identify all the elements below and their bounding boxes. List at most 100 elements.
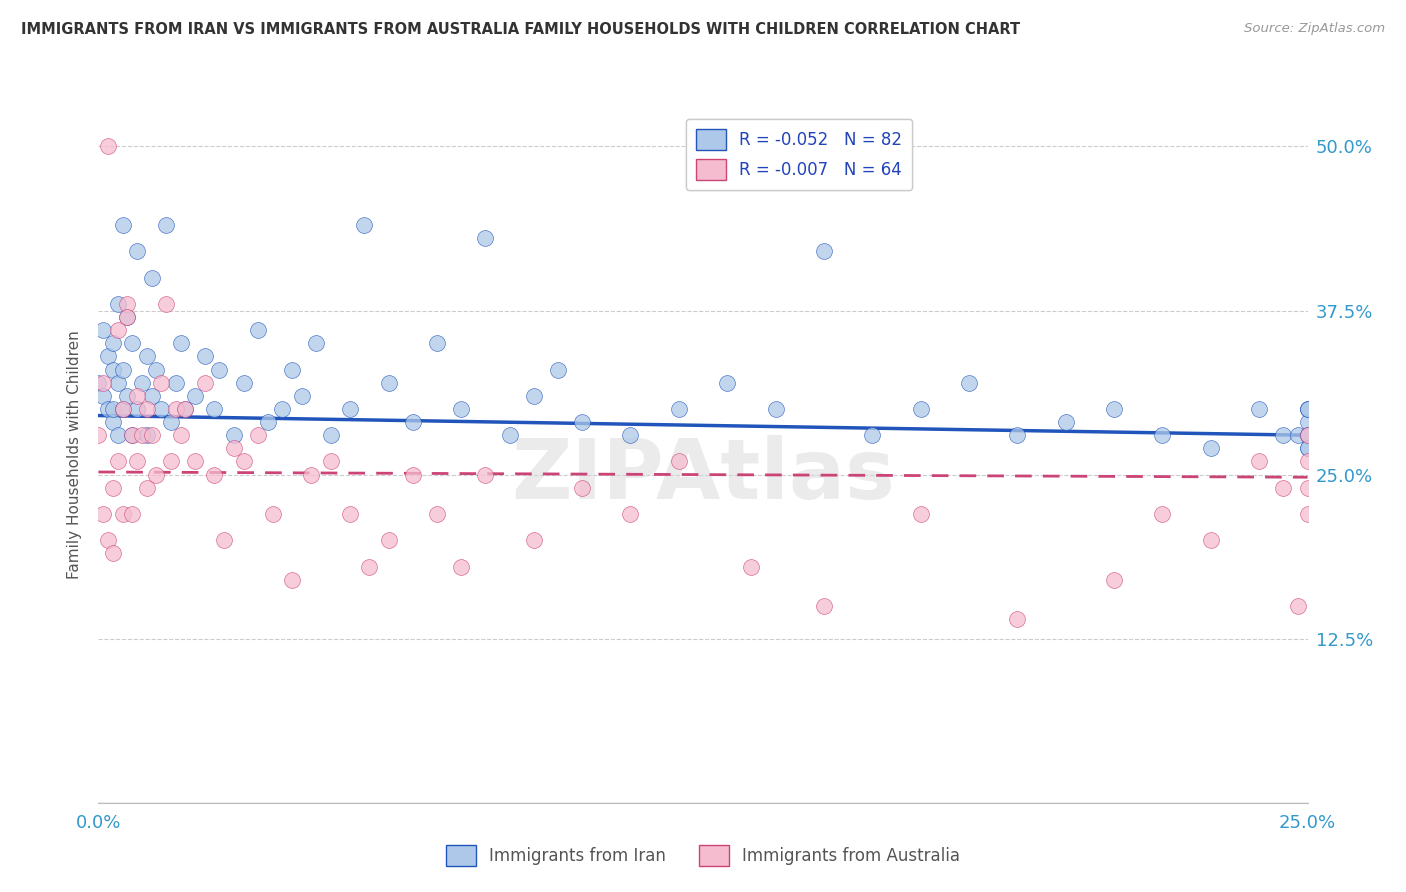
Point (402, 415, 425, 429)
Point (450, 559, 472, 574)
Point (740, 559, 762, 574)
Point (1152, 428, 1174, 442)
Point (339, 401, 361, 416)
Point (339, 507, 361, 521)
Point (813, 244, 835, 259)
Point (319, 428, 342, 442)
Point (101, 481, 124, 495)
Point (87, 428, 110, 442)
Point (111, 401, 134, 416)
Point (1296, 454, 1319, 468)
Point (174, 401, 197, 416)
Text: Source: ZipAtlas.com: Source: ZipAtlas.com (1244, 22, 1385, 36)
Point (145, 467, 167, 482)
Point (290, 389, 312, 403)
Point (97, 139, 120, 153)
Point (107, 428, 129, 442)
Legend: R = -0.052   N = 82, R = -0.007   N = 64: R = -0.052 N = 82, R = -0.007 N = 64 (686, 119, 912, 190)
Point (1296, 428, 1319, 442)
Point (1199, 533, 1222, 548)
Point (121, 428, 143, 442)
Point (299, 467, 322, 482)
Point (97, 401, 120, 416)
Point (135, 481, 157, 495)
Point (194, 350, 217, 364)
Point (169, 428, 191, 442)
Point (127, 244, 149, 259)
Point (1296, 401, 1319, 416)
Text: ZIPAtlas: ZIPAtlas (510, 435, 896, 516)
Point (1286, 599, 1309, 613)
Point (353, 218, 375, 232)
Point (247, 428, 270, 442)
Point (111, 401, 134, 416)
Point (91, 376, 114, 390)
Point (127, 454, 149, 468)
Point (184, 389, 207, 403)
Point (131, 376, 153, 390)
Point (668, 454, 690, 468)
Point (91, 389, 114, 403)
Point (1152, 507, 1174, 521)
Point (1007, 612, 1029, 626)
Point (184, 454, 207, 468)
Point (155, 297, 177, 311)
Point (232, 454, 254, 468)
Point (474, 231, 496, 245)
Point (1272, 428, 1295, 442)
Point (97, 350, 120, 364)
Point (1296, 507, 1319, 521)
Point (107, 454, 129, 468)
Point (319, 454, 342, 468)
Point (1296, 401, 1319, 416)
Point (957, 376, 980, 390)
Point (204, 467, 226, 482)
Point (1286, 428, 1309, 442)
Y-axis label: Family Households with Children: Family Households with Children (67, 331, 83, 579)
Point (1296, 428, 1319, 442)
Point (1249, 454, 1271, 468)
Point (150, 401, 173, 416)
Point (212, 533, 235, 548)
Point (111, 507, 134, 521)
Point (1102, 401, 1125, 416)
Point (117, 389, 139, 403)
Point (474, 467, 496, 482)
Point (101, 336, 124, 351)
Point (222, 442, 245, 456)
Point (160, 415, 183, 429)
Point (127, 401, 149, 416)
Point (1007, 428, 1029, 442)
Legend: Immigrants from Iran, Immigrants from Australia: Immigrants from Iran, Immigrants from Au… (437, 837, 969, 875)
Point (117, 297, 139, 311)
Point (498, 428, 520, 442)
Point (402, 467, 425, 482)
Point (1296, 442, 1319, 456)
Point (127, 389, 149, 403)
Point (426, 336, 449, 351)
Point (97, 533, 120, 548)
Point (359, 559, 381, 574)
Point (107, 323, 129, 337)
Point (1296, 401, 1319, 416)
Point (1296, 481, 1319, 495)
Point (377, 533, 399, 548)
Point (232, 376, 254, 390)
Point (135, 350, 157, 364)
Point (101, 546, 124, 560)
Point (135, 428, 157, 442)
Point (765, 401, 787, 416)
Point (1296, 442, 1319, 456)
Point (619, 428, 641, 442)
Point (174, 401, 197, 416)
Point (450, 401, 472, 416)
Point (117, 310, 139, 324)
Point (1296, 415, 1319, 429)
Point (204, 401, 226, 416)
Point (208, 362, 231, 376)
Point (910, 507, 932, 521)
Point (1054, 415, 1077, 429)
Point (194, 376, 217, 390)
Point (155, 218, 177, 232)
Point (169, 336, 191, 351)
